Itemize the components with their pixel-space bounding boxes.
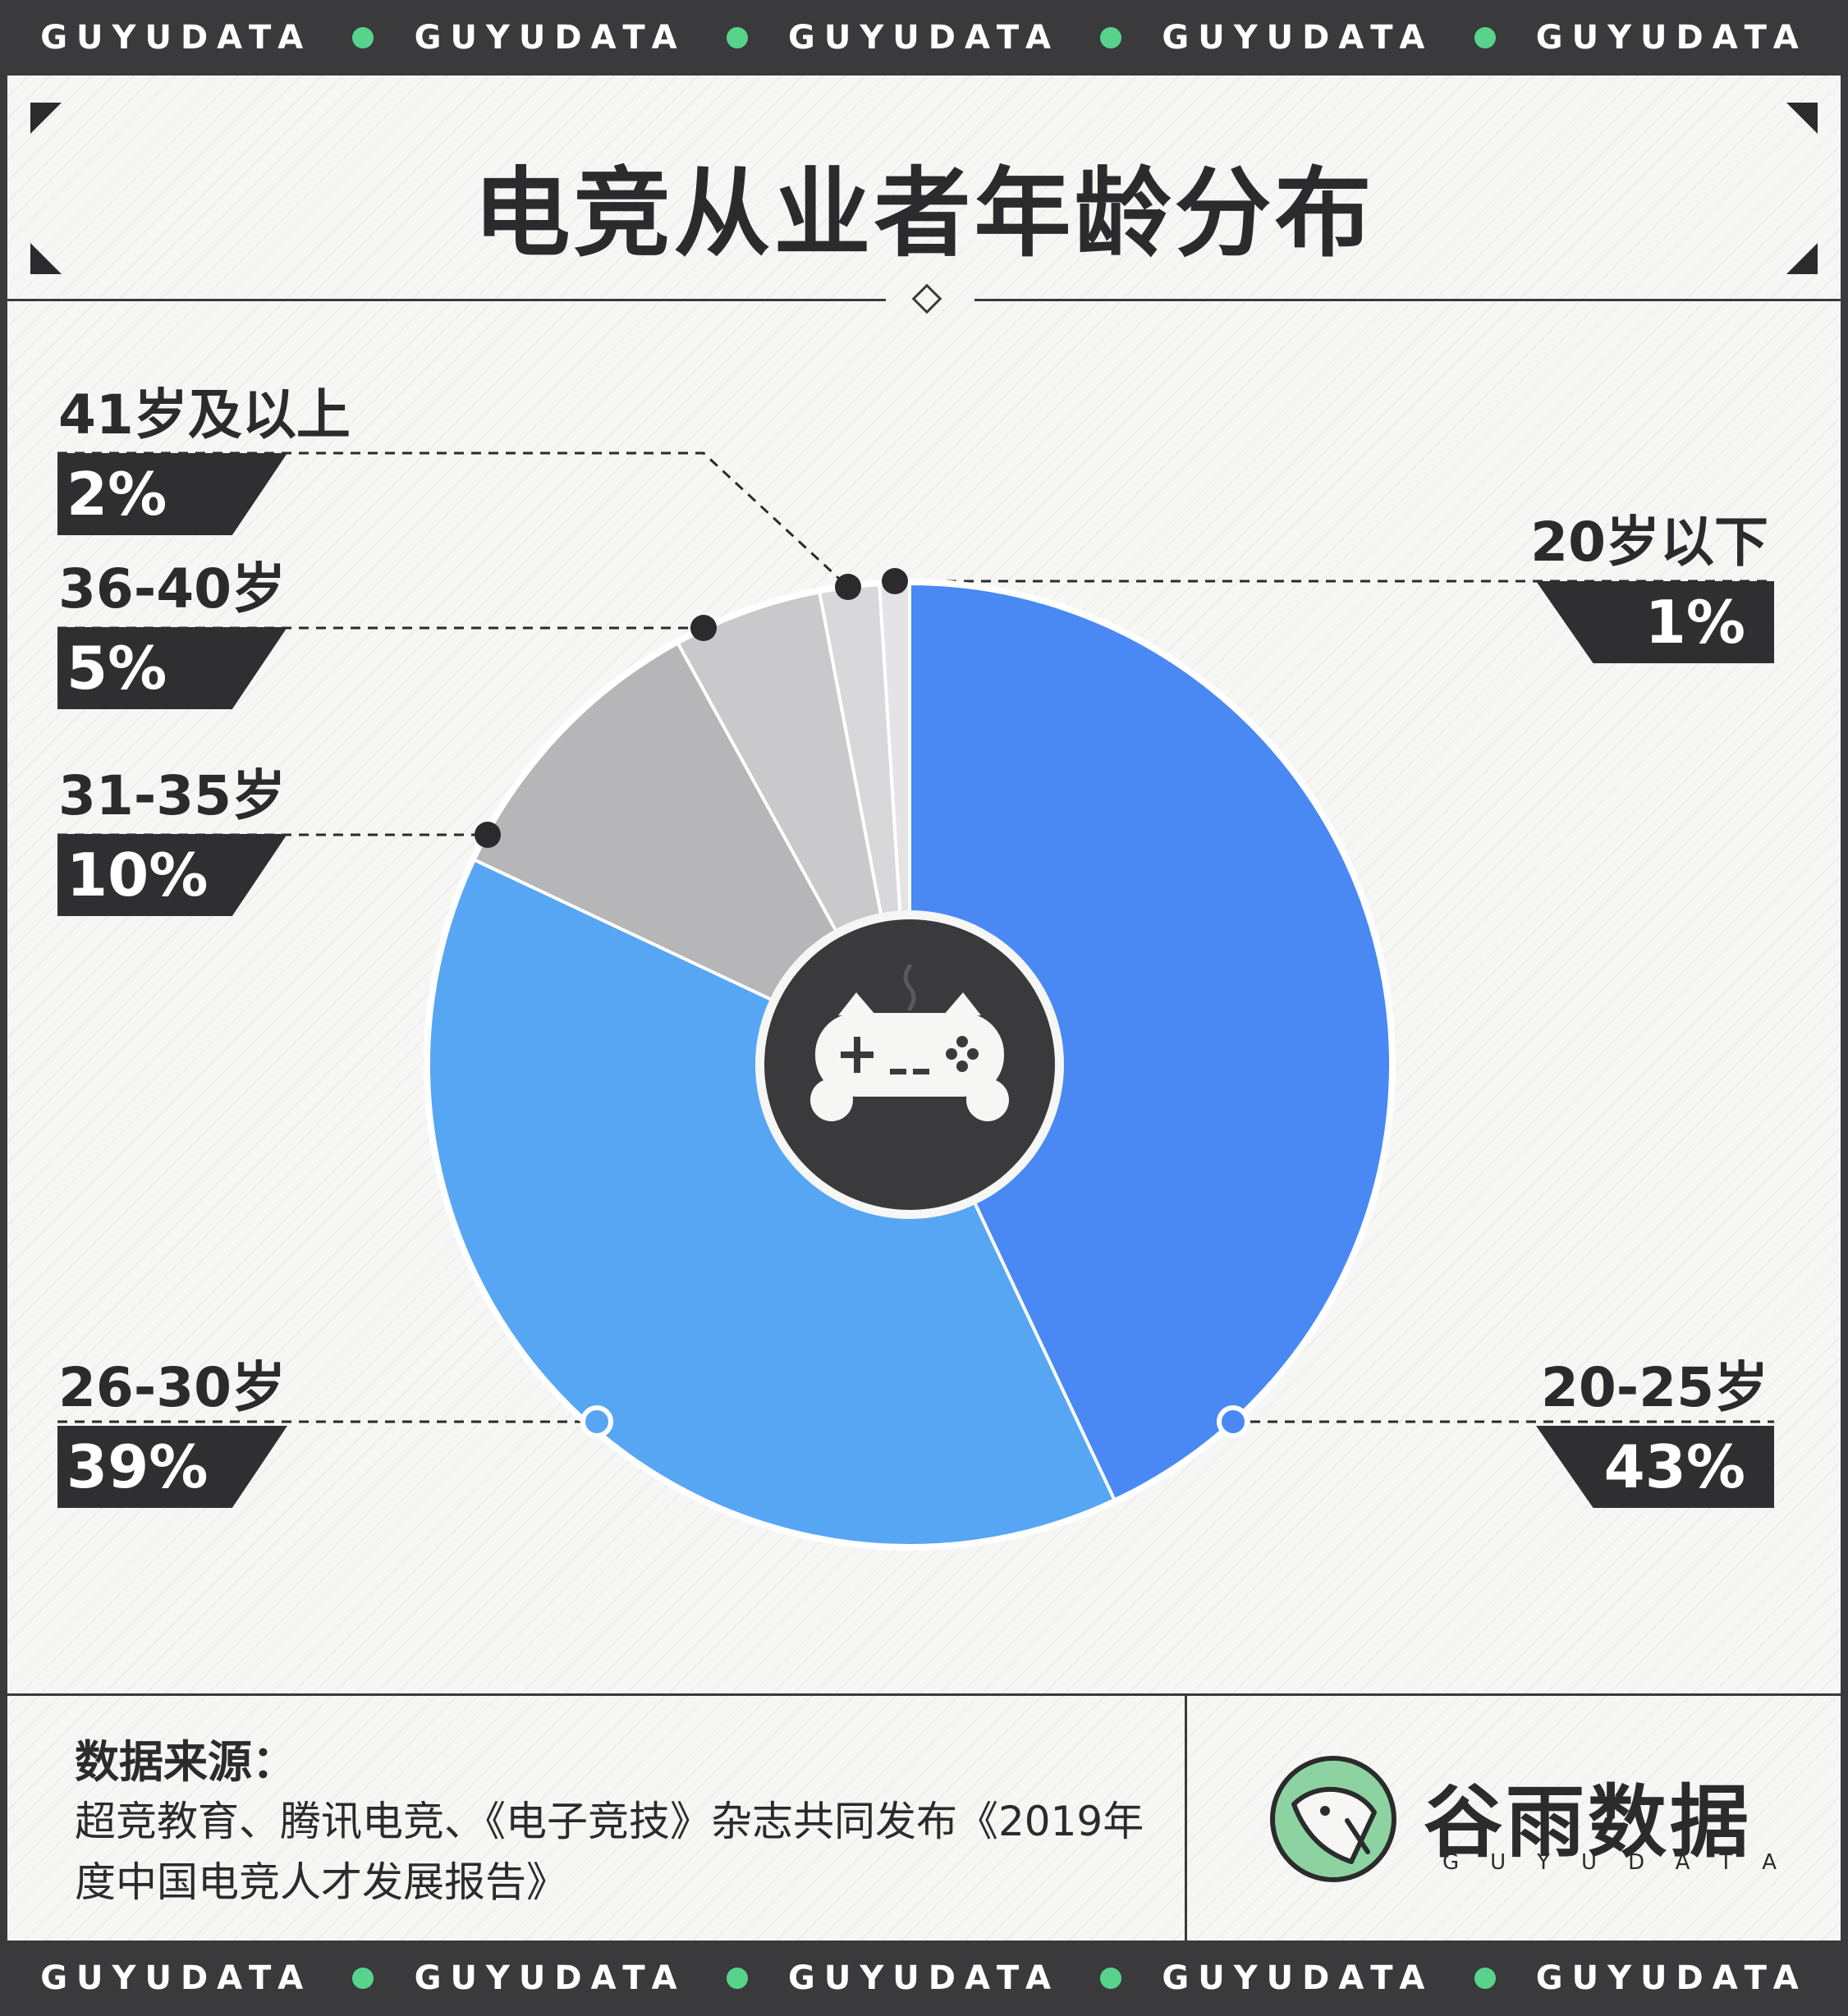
- corner-bottom-right: [1786, 243, 1818, 274]
- pie-slice: [426, 857, 1117, 1548]
- source-title: 数据来源：: [75, 1736, 296, 1788]
- strip-text: GUYUDATA: [1535, 1959, 1808, 1997]
- label-under-20: 20岁以下: [1530, 511, 1768, 574]
- leader-dot: [1217, 1405, 1250, 1438]
- strip-text: GUYUDATA: [788, 1959, 1060, 1997]
- label-36-40: 36-40岁: [58, 557, 287, 621]
- source-text: 超竞教育、腾讯电竞、《电子竞技》杂志共同发布《2019年度中国电竞人才发展报告》: [75, 1798, 1144, 1906]
- header-divider-right: [974, 299, 1841, 301]
- strip-item: GUYUDATA: [1162, 19, 1433, 57]
- top-brand-strip: GUYUDATA GUYUDATA GUYUDATA GUYUDATA GUYUDATA: [0, 0, 1848, 76]
- strip-item: GUYUDATA: [788, 1959, 1060, 1997]
- strip-text: GUYUDATA: [1162, 1959, 1434, 1997]
- pct-26-30: 39%: [66, 1432, 209, 1501]
- strip-text: GUYUDATA: [1162, 19, 1434, 57]
- leader-dot: [690, 615, 717, 641]
- header-divider-left: [7, 299, 886, 301]
- gamepad-icon: [755, 910, 1064, 1219]
- strip-dot-icon: [1100, 1968, 1122, 1989]
- label-31-35: 31-35岁: [58, 764, 287, 827]
- strip-dot-icon: [352, 27, 374, 48]
- label-41plus: 41岁及以上: [58, 383, 351, 447]
- strip-text: GUYUDATA: [788, 19, 1060, 57]
- strip-item: GUYUDATA: [788, 19, 1060, 57]
- footer-vertical-divider: [1185, 1693, 1187, 1940]
- footer-divider: [7, 1693, 1841, 1696]
- strip-item: GUYUDATA: [1536, 1959, 1808, 1997]
- corner-top-right: [1786, 103, 1818, 134]
- strip-text: GUYUDATA: [40, 1959, 313, 1997]
- pie-slice: [908, 581, 1393, 1502]
- leader-dot: [475, 822, 501, 848]
- strip-dot-icon: [1100, 27, 1122, 48]
- bottom-brand-strip: GUYUDATA GUYUDATA GUYUDATA GUYUDATA GUYUDATA: [0, 1940, 1848, 2016]
- strip-text: GUYUDATA: [414, 1959, 686, 1997]
- main-panel: 电竞从业者年龄分布: [7, 76, 1841, 1940]
- strip-text: GUYUDATA: [40, 19, 313, 57]
- strip-item: GUYUDATA: [1536, 19, 1808, 57]
- pct-31-35: 10%: [66, 841, 209, 909]
- logo-bird-icon: [1270, 1756, 1396, 1882]
- pie-chart: [57, 451, 1774, 1551]
- strip-item: GUYUDATA: [40, 1959, 312, 1997]
- strip-item: GUYUDATA: [415, 19, 686, 57]
- logo-sub: GUYUDATA: [1442, 1850, 1809, 1875]
- strip-dot-icon: [352, 1968, 374, 1989]
- strip-text: GUYUDATA: [1535, 19, 1808, 57]
- strip-dot-icon: [1474, 27, 1496, 48]
- label-26-30: 26-30岁: [58, 1356, 287, 1419]
- label-20-25: 20-25岁: [1540, 1356, 1768, 1419]
- strip-item: GUYUDATA: [415, 1959, 686, 1997]
- logo-name: 谷雨数据: [1424, 1776, 1752, 1868]
- pct-under-20: 1%: [1644, 588, 1745, 657]
- strip-dot-icon: [726, 27, 748, 48]
- strip-item: GUYUDATA: [40, 19, 312, 57]
- pct-41plus: 2%: [66, 460, 167, 529]
- pct-20-25: 43%: [1603, 1432, 1745, 1501]
- corner-top-left: [30, 103, 62, 134]
- strip-item: GUYUDATA: [1162, 1959, 1433, 1997]
- strip-text: GUYUDATA: [414, 19, 686, 57]
- corner-bottom-left: [30, 243, 62, 274]
- pct-36-40: 5%: [66, 634, 167, 703]
- strip-dot-icon: [1474, 1968, 1496, 1989]
- leader-dot: [580, 1405, 613, 1438]
- chart-title: 电竞从业者年龄分布: [473, 157, 1375, 270]
- strip-dot-icon: [726, 1968, 748, 1989]
- leader-dot: [835, 574, 861, 600]
- leader-dot: [882, 568, 908, 594]
